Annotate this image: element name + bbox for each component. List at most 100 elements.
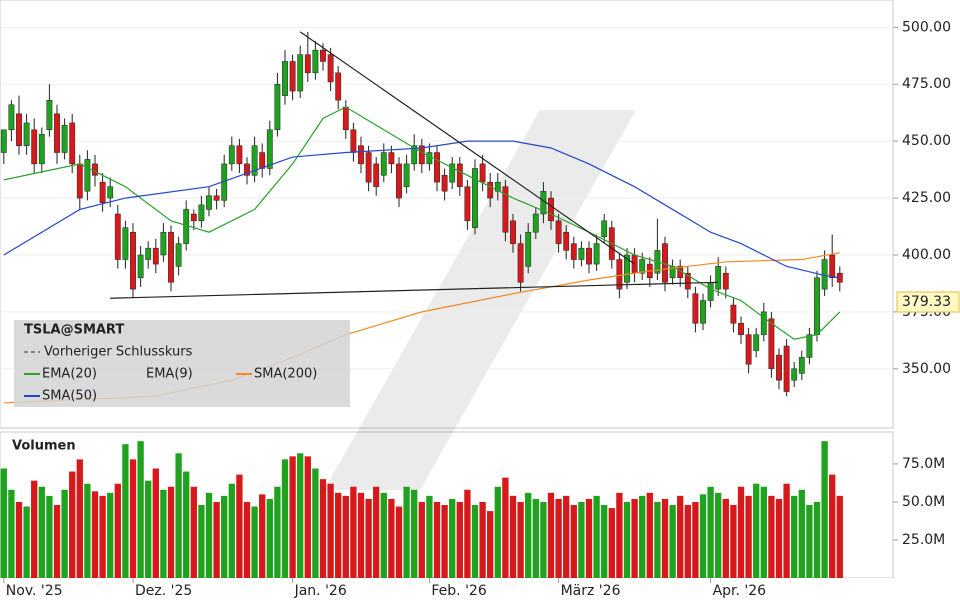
candle-body	[791, 368, 798, 381]
candle-body	[487, 181, 494, 199]
candle-body	[31, 129, 38, 165]
candle-body	[593, 243, 600, 265]
volume-bar	[0, 468, 7, 578]
candle-body	[289, 61, 296, 92]
volume-bar	[570, 505, 577, 578]
volume-bar	[281, 459, 289, 578]
volume-bar	[167, 486, 175, 578]
volume-bar	[152, 468, 159, 578]
volume-bar	[304, 456, 311, 578]
candle-body	[548, 197, 554, 222]
x-tick-label: Apr. '26	[713, 583, 767, 599]
candle-body	[152, 247, 159, 265]
volume-bar	[175, 453, 182, 578]
x-tick-label: Jan. '26	[294, 583, 347, 599]
candle-body	[418, 145, 425, 165]
candle-body	[700, 300, 706, 324]
candle-body	[145, 247, 152, 260]
candle-body	[122, 227, 129, 260]
volume-bar	[198, 505, 205, 578]
candle-body	[730, 304, 737, 324]
volume-bar	[471, 505, 479, 578]
candle-body	[99, 181, 106, 203]
candle-body	[570, 243, 577, 260]
volume-bar	[791, 495, 798, 578]
candle-body	[38, 134, 45, 165]
candle-body	[160, 231, 167, 256]
trendline	[110, 281, 719, 299]
candle-body	[403, 163, 410, 187]
candle-body	[69, 122, 76, 165]
volume-bar	[532, 498, 539, 578]
volume-bar	[449, 498, 456, 578]
legend-item: EMA(9)	[146, 367, 193, 382]
candle-body	[61, 124, 68, 153]
y-tick-label: 475.00	[902, 76, 951, 92]
candle-body	[434, 152, 440, 183]
volume-bar	[631, 498, 638, 578]
moving-average	[3, 140, 840, 279]
x-axis	[0, 578, 960, 600]
volume-bar	[798, 489, 805, 578]
candle-body	[525, 231, 532, 267]
volume-bar	[433, 501, 441, 578]
volume-bar	[639, 495, 646, 578]
volume-bar	[669, 505, 676, 578]
volume-bar	[403, 486, 410, 578]
candle-body	[206, 195, 212, 210]
candle-body	[46, 99, 53, 131]
volume-bar	[502, 477, 509, 578]
volume-bar	[160, 489, 167, 578]
candle-body	[259, 152, 266, 169]
candle-body	[426, 152, 433, 165]
candle-body	[768, 318, 775, 370]
candle-body	[327, 54, 334, 83]
volume-bar	[8, 489, 15, 578]
volume-bar	[411, 489, 418, 578]
candle-body	[601, 220, 608, 238]
y-tick-label: 75.0M	[902, 456, 945, 472]
volume-bar	[266, 498, 273, 578]
volume-bar	[145, 480, 152, 578]
volume-bar	[213, 501, 220, 578]
volume-bar	[114, 483, 121, 578]
volume-bar	[829, 474, 836, 578]
volume-bar	[517, 501, 524, 578]
volume-bar	[418, 501, 425, 578]
candle-body	[175, 243, 182, 267]
candle-body	[464, 186, 471, 222]
volume-bar	[661, 498, 669, 578]
legend-item: SMA(200)	[254, 367, 317, 382]
candle-body	[555, 220, 562, 244]
volume-bar	[107, 492, 114, 578]
volume-bar	[190, 486, 197, 578]
candle-body	[806, 334, 813, 358]
volume-bar	[479, 501, 486, 578]
candle-body	[502, 186, 509, 233]
volume-bar	[821, 441, 828, 578]
last-price-label: 379.33	[902, 294, 951, 310]
candle-body	[624, 254, 630, 283]
volume-bar	[806, 505, 813, 578]
volume-bar	[494, 486, 501, 578]
candle-body	[266, 129, 273, 169]
volume-bar	[274, 486, 281, 578]
candle-body	[715, 266, 722, 290]
volume-bar	[813, 501, 821, 578]
volume-bar	[137, 441, 144, 578]
candle-body	[441, 175, 448, 192]
volume-bar	[228, 483, 235, 578]
candle-body	[304, 54, 311, 74]
legend-item: EMA(20)	[42, 367, 97, 382]
candle-body	[365, 152, 372, 183]
volume-bar	[388, 498, 395, 578]
volume-bar	[783, 483, 790, 578]
candle-body	[829, 254, 836, 278]
candle-body	[776, 354, 782, 381]
y-tick-label: 50.0M	[902, 494, 945, 510]
volume-bar	[608, 508, 615, 578]
volume-bar	[722, 498, 729, 578]
volume-bar	[342, 495, 349, 578]
volume-bar	[99, 495, 106, 578]
volume-bar	[335, 492, 342, 578]
